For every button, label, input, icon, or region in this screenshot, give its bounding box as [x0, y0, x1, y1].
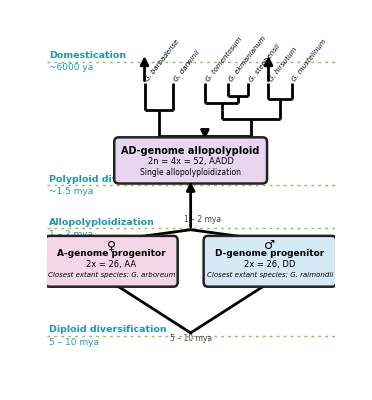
Text: Polyploid diversification: Polyploid diversification	[49, 174, 179, 184]
Text: Allopolyploidization: Allopolyploidization	[49, 218, 155, 227]
Text: AD-genome allopolyploid: AD-genome allopolyploid	[122, 146, 260, 156]
Text: G. hirsutum: G. hirsutum	[269, 46, 299, 83]
Text: Closest extant species: G. raimondii: Closest extant species: G. raimondii	[207, 272, 333, 278]
Text: 2x = 26, DD: 2x = 26, DD	[244, 260, 296, 269]
Text: 1 – 2 mya: 1 – 2 mya	[184, 215, 221, 224]
Text: G. tomentosum: G. tomentosum	[205, 36, 243, 83]
Text: A-genome progenitor: A-genome progenitor	[57, 249, 166, 258]
Text: ~6000 ya: ~6000 ya	[49, 64, 94, 72]
Text: G. ekmanianum: G. ekmanianum	[228, 35, 267, 83]
Text: 5 – 10 mya: 5 – 10 mya	[49, 338, 99, 346]
Text: Domestication: Domestication	[49, 51, 126, 60]
Text: G. stephensii: G. stephensii	[248, 43, 281, 83]
Text: ♂: ♂	[264, 239, 276, 252]
Text: 1 – 2 mya: 1 – 2 mya	[49, 230, 93, 239]
Text: Closest extant species: G. arboreum: Closest extant species: G. arboreum	[48, 272, 175, 278]
FancyBboxPatch shape	[45, 236, 178, 287]
Text: 2n = 4x = 52, AADD: 2n = 4x = 52, AADD	[148, 157, 234, 166]
FancyBboxPatch shape	[114, 137, 267, 184]
Text: 2x = 26, AA: 2x = 26, AA	[86, 260, 137, 269]
Text: ♀: ♀	[107, 239, 116, 252]
Text: Single allopolyploidization: Single allopolyploidization	[140, 168, 241, 177]
Text: ~1.5 mya: ~1.5 mya	[49, 186, 94, 196]
FancyBboxPatch shape	[203, 236, 336, 287]
Text: Diploid diversification: Diploid diversification	[49, 326, 167, 334]
Text: G. mustelinum: G. mustelinum	[292, 38, 328, 83]
Text: D-genome progenitor: D-genome progenitor	[215, 249, 324, 258]
Text: G. darwinii: G. darwinii	[173, 49, 201, 83]
Text: 5 – 10 mya: 5 – 10 mya	[170, 334, 212, 344]
Text: G. barbadense: G. barbadense	[144, 39, 181, 83]
